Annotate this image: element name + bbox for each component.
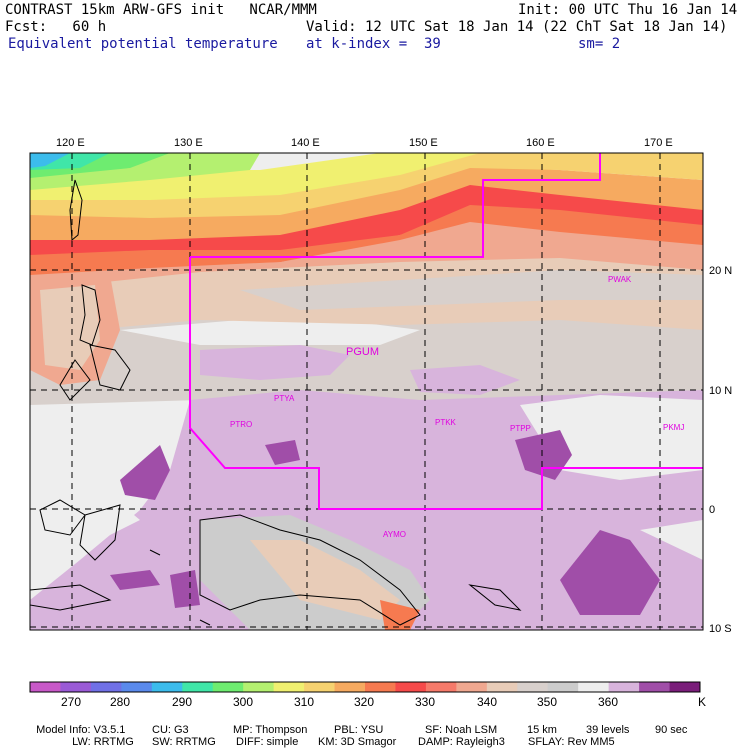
colorbar-swatch [425, 682, 457, 692]
station-label: PTPP [510, 424, 531, 433]
lon-labels: 120 E 130 E 140 E 150 E 160 E 170 E [56, 137, 673, 149]
colorbar-label: 280 [110, 695, 130, 709]
info-item: SF: Noah LSM [425, 724, 498, 736]
smoothing-value: sm= 2 [578, 36, 621, 52]
station-label: PKMJ [663, 423, 684, 432]
model-title: CONTRAST 15km ARW-GFS init NCAR/MMM [5, 2, 317, 18]
lon-label: 150 E [409, 137, 438, 149]
info-item: SFLAY: Rev MM5 [528, 736, 615, 748]
info-item: 39 levels [586, 724, 630, 736]
colorbar-swatch [304, 682, 336, 692]
station-label: PTRO [230, 420, 252, 429]
station-label: AYMO [383, 530, 406, 539]
colorbar-swatch [182, 682, 214, 692]
colorbar-swatch [669, 682, 701, 692]
colorbar-label: K [698, 695, 706, 709]
map-frame [29, 152, 704, 631]
colorbar-swatch [30, 682, 61, 692]
station-label: PGUM [346, 346, 379, 358]
info-item: PBL: YSU [334, 724, 384, 736]
info-item: MP: Thompson [233, 724, 308, 736]
info-item: KM: 3D Smagor [318, 736, 397, 748]
colorbar-label: 330 [415, 695, 435, 709]
init-time: Init: 00 UTC Thu 16 Jan 14 [518, 2, 738, 18]
colorbar-swatch [212, 682, 244, 692]
colorbar-swatch [517, 682, 549, 692]
station-label: PTKK [435, 418, 457, 427]
theta-e-field [30, 153, 703, 630]
info-item: DAMP: Rayleigh3 [418, 736, 505, 748]
colorbar-labels: 270 280 290 300 310 320 330 340 350 360 … [61, 695, 706, 709]
info-item: LW: RRTMG [72, 736, 134, 748]
station-label: PTYA [274, 394, 295, 403]
colorbar-swatch [486, 682, 518, 692]
lat-label: 0 [709, 504, 715, 516]
colorbar-label: 290 [172, 695, 192, 709]
info-item: SW: RRTMG [152, 736, 216, 748]
colorbar-swatch [60, 682, 92, 692]
colorbar-swatch [578, 682, 610, 692]
colorbar-frame [29, 681, 701, 693]
model-info-line1: Model Info: V3.5.1 CU: G3 MP: Thompson PBL:… [30, 712, 687, 736]
colorbar-label: 310 [294, 695, 314, 709]
lat-labels: 20 N 10 N 0 10 S [709, 265, 732, 635]
lat-label: 10 S [709, 623, 732, 635]
colorbar-swatch [90, 682, 122, 692]
field-name: Equivalent potential temperature [8, 36, 278, 52]
info-item: DIFF: simple [236, 736, 299, 748]
colorbar-swatch [243, 682, 275, 692]
colorbar-swatch [121, 682, 153, 692]
station-labels: PWAK PGUM PTYA PTRO PTKK PTPP PKMJ AYMO [230, 275, 684, 539]
info-item: 90 sec [655, 724, 688, 736]
level-index: at k-index = 39 [306, 36, 441, 52]
forecast-hour: Fcst: 60 h [5, 19, 107, 35]
colorbar-swatch [395, 682, 427, 692]
colorbar-label: 340 [477, 695, 497, 709]
info-item: Model Info: V3.5.1 [36, 724, 126, 736]
colorbar-swatch [273, 682, 305, 692]
region-boundary [189, 153, 703, 510]
lat-label: 20 N [709, 265, 732, 277]
lat-label: 10 N [709, 385, 732, 397]
colorbar-swatch [151, 682, 183, 692]
colorbar-swatch [365, 682, 396, 692]
colorbar-label: 320 [354, 695, 374, 709]
colorbar-label: 300 [233, 695, 253, 709]
lon-label: 120 E [56, 137, 85, 149]
info-item: 15 km [527, 724, 557, 736]
colorbar-label: 360 [598, 695, 618, 709]
colorbar-swatch [547, 682, 579, 692]
lon-label: 130 E [174, 137, 203, 149]
station-label: PWAK [608, 275, 632, 284]
colorbar-swatch [639, 682, 671, 692]
colorbar [29, 681, 701, 693]
lon-label: 140 E [291, 137, 320, 149]
colorbar-swatch [608, 682, 640, 692]
colorbar-swatch [456, 682, 488, 692]
info-item: CU: G3 [152, 724, 189, 736]
graticule [30, 153, 703, 630]
valid-time: Valid: 12 UTC Sat 18 Jan 14 (22 ChT Sat … [306, 19, 728, 35]
colorbar-label: 270 [61, 695, 81, 709]
lon-label: 170 E [644, 137, 673, 149]
model-info-line2: LW: RRTMG SW: RRTMG DIFF: simple KM: 3D Sma… [66, 724, 614, 748]
colorbar-swatch [334, 682, 366, 692]
colorbar-label: 350 [537, 695, 557, 709]
lon-label: 160 E [526, 137, 555, 149]
